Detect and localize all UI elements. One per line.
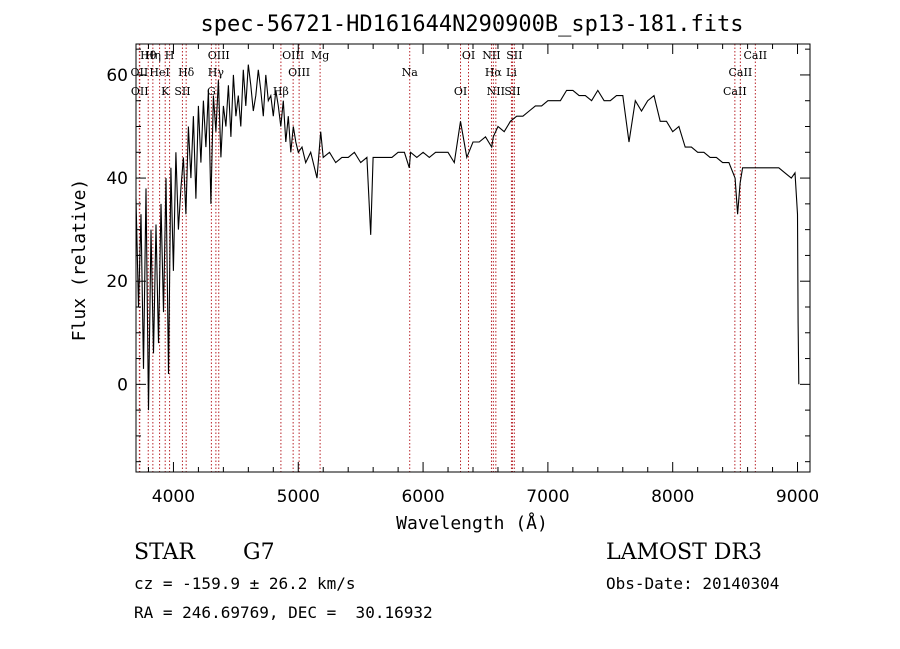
line-label-27: CaII — [743, 49, 767, 62]
line-label-9: OIII — [208, 49, 230, 62]
line-label-12: OIII — [282, 49, 304, 62]
line-label-25: CaII — [729, 66, 753, 79]
line-label-10: Hγ — [208, 66, 225, 79]
line-label-4: HeI — [149, 66, 169, 79]
line-label-19: Hα — [485, 66, 503, 79]
y-tick-label: 20 — [106, 272, 128, 292]
redshift-velocity: cz = -159.9 ± 26.2 km/s — [134, 574, 356, 593]
y-tick-label: 60 — [106, 66, 128, 86]
y-axis-label: Flux (relative) — [69, 179, 90, 342]
x-axis-ticks: 4000 5000 6000 7000 8000 9000 — [147, 44, 819, 507]
line-label-21: NII — [482, 49, 500, 62]
line-label-18: OI — [462, 49, 475, 62]
x-tick-label: 9000 — [776, 487, 819, 507]
object-class: STAR — [134, 540, 195, 565]
line-label-6: H — [165, 49, 175, 62]
y-tick-label: 0 — [117, 375, 128, 395]
ra-dec-coordinates: RA = 246.69769, DEC = 30.16932 — [134, 603, 433, 622]
chart-title: spec-56721-HD161644N290900B_sp13-181.fit… — [200, 12, 743, 37]
line-label-23: NII — [487, 85, 505, 98]
line-label-13: OIII — [288, 66, 310, 79]
y-tick-label: 40 — [106, 169, 128, 189]
x-tick-label: 7000 — [526, 487, 569, 507]
x-axis-label: Wavelength (Å) — [396, 512, 548, 534]
x-tick-label: 4000 — [152, 487, 195, 507]
x-tick-label: 6000 — [401, 487, 444, 507]
spectrum-line — [135, 64, 800, 411]
line-marker-labels: HθOIIOIIHηHeIKHHδSIIOIIIHγGOIIIOIIIHβMgN… — [131, 49, 768, 98]
line-label-2: OII — [131, 85, 149, 98]
observation-date: Obs-Date: 20140304 — [606, 574, 780, 593]
line-markers — [138, 44, 756, 472]
line-label-5: K — [161, 85, 170, 98]
line-label-7: Hδ — [178, 66, 195, 79]
line-label-22: Li — [506, 66, 517, 79]
spectrum-chart: spec-56721-HD161644N290900B_sp13-181.fit… — [69, 12, 819, 534]
line-label-16: Na — [402, 66, 419, 79]
line-label-8: SII — [174, 85, 190, 98]
line-label-24: SII — [506, 49, 522, 62]
line-label-3: Hη — [145, 49, 161, 62]
x-tick-label: 5000 — [277, 487, 320, 507]
line-label-11: G — [207, 85, 216, 98]
line-label-20: SII — [504, 85, 520, 98]
line-label-26: CaII — [723, 85, 747, 98]
survey-name: LAMOST DR3 — [606, 540, 762, 565]
line-label-1: OII — [131, 66, 149, 79]
line-label-0: Hθ — [140, 49, 157, 62]
y-axis-ticks: 0 20 40 60 — [106, 48, 810, 463]
x-tick-label: 8000 — [651, 487, 694, 507]
line-label-15: Mg — [311, 49, 329, 62]
object-subclass: G7 — [243, 540, 275, 565]
line-label-17: OI — [454, 85, 467, 98]
